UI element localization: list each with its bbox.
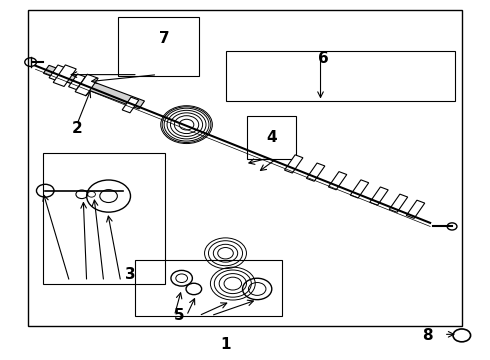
Text: 6: 6 [318, 51, 328, 66]
Polygon shape [69, 74, 85, 90]
Polygon shape [44, 65, 145, 109]
Polygon shape [53, 65, 76, 86]
Polygon shape [49, 65, 66, 81]
Text: 7: 7 [159, 31, 170, 46]
Text: 1: 1 [220, 337, 231, 352]
Text: 5: 5 [174, 308, 185, 323]
Text: 8: 8 [422, 328, 433, 343]
Polygon shape [306, 163, 325, 181]
Polygon shape [285, 155, 303, 173]
Text: 3: 3 [125, 267, 136, 282]
Polygon shape [406, 200, 425, 219]
Polygon shape [350, 180, 368, 198]
Polygon shape [75, 74, 98, 96]
Polygon shape [328, 172, 347, 190]
Text: 2: 2 [72, 121, 82, 136]
Polygon shape [370, 187, 388, 205]
Text: 4: 4 [267, 130, 277, 145]
Polygon shape [389, 194, 408, 212]
Polygon shape [122, 97, 139, 113]
